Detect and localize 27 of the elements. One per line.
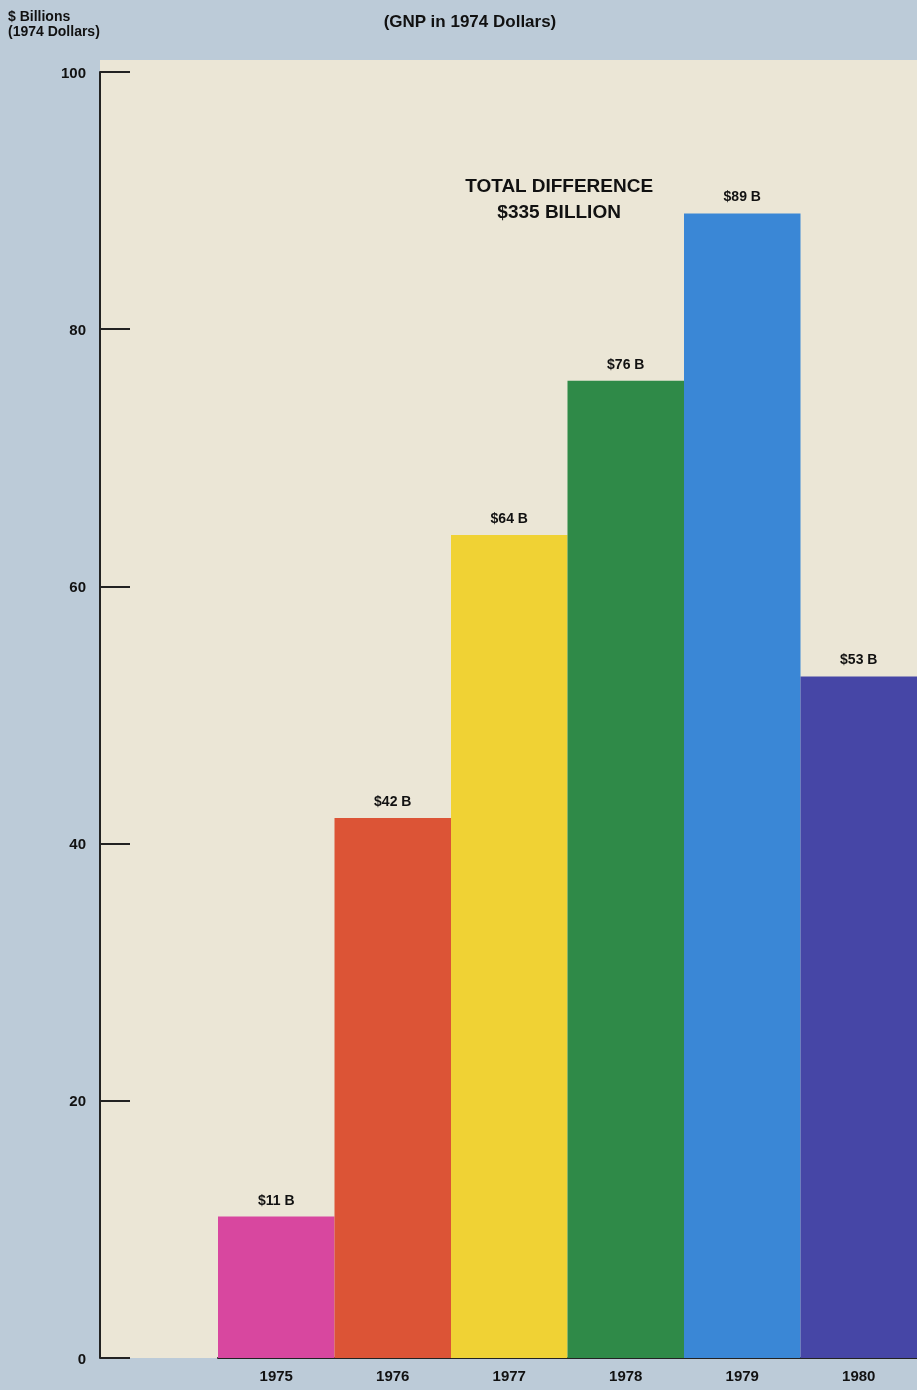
data-label: $11 B [257,1191,295,1208]
data-label: $76 B [607,355,645,372]
bar [218,1216,335,1358]
bar [567,380,684,1358]
bar [451,534,568,1358]
x-tick-label: 1980 [842,1367,876,1384]
y-axis-title: $ Billions (1974 Dollars) [8,7,100,39]
data-label: $53 B [840,651,878,668]
x-tick-label: 1975 [259,1367,293,1384]
x-tick-label: 1977 [492,1367,526,1384]
bar [800,676,917,1358]
data-label: $42 B [374,792,412,809]
bar [334,817,451,1358]
y-tick-label: 100 [60,63,86,81]
x-tick-label: 1978 [609,1367,643,1384]
x-tick-label: 1979 [725,1367,759,1384]
x-tick-label: 1976 [376,1367,410,1384]
data-label: $64 B [490,509,528,526]
bar [684,213,801,1358]
chart-title: (GNP in 1974 Dollars) [383,12,557,31]
y-tick-label: 60 [69,577,86,595]
annotation: TOTAL DIFFERENCE $335 BILLION [465,174,654,222]
y-tick-label: 80 [69,320,86,338]
data-label: $89 B [723,188,761,205]
y-tick-label: 0 [77,1349,86,1367]
y-tick-label: 20 [69,1092,86,1110]
y-tick-label: 40 [69,835,86,853]
